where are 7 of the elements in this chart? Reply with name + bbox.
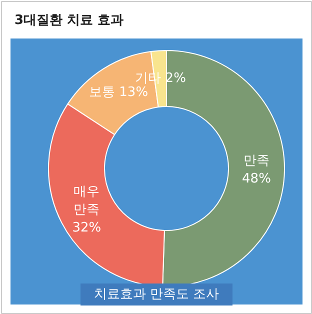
slice-label: 만족 <box>243 153 270 168</box>
text: 치료효과 만족도 조사 <box>94 287 220 302</box>
chart-title: 3대질환 치료 효과 <box>14 13 124 28</box>
slice-label: 매우 만족 <box>74 184 100 218</box>
data-label: 32% <box>72 220 102 236</box>
data-label: 48% <box>242 171 271 186</box>
slice-label: 보통 13% <box>89 84 148 100</box>
